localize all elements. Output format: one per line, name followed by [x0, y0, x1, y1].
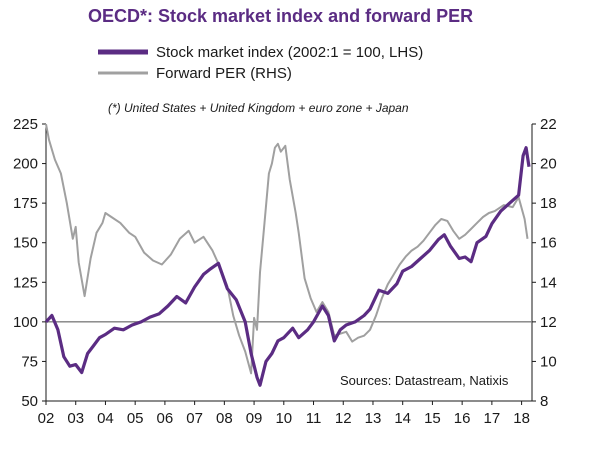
y-right-tick-label: 12: [540, 314, 557, 331]
y-right-tick-label: 18: [540, 195, 557, 212]
legend-label-stock: Stock market index (2002:1 = 100, LHS): [156, 44, 423, 61]
x-tick-label: 17: [484, 410, 501, 427]
x-tick-label: 09: [246, 410, 263, 427]
chart-subtitle: (*) United States + United Kingdom + eur…: [108, 101, 409, 115]
x-tick-label: 02: [38, 410, 55, 427]
series-line-forward-per: [45, 123, 529, 375]
legend-label-per: Forward PER (RHS): [156, 65, 292, 82]
y-left-tick-label: 200: [13, 156, 38, 173]
y-right-tick-label: 14: [540, 274, 557, 291]
y-left-tick-label: 50: [21, 393, 38, 410]
x-tick-label: 04: [97, 410, 114, 427]
chart-title: OECD*: Stock market index and forward PE…: [88, 6, 473, 26]
y-left-tick-label: 225: [13, 116, 38, 133]
x-tick-label: 05: [127, 410, 144, 427]
x-tick-label: 11: [306, 410, 322, 427]
x-tick-label: 18: [513, 410, 530, 427]
y-left-tick-label: 75: [21, 353, 38, 370]
x-tick-label: 14: [394, 410, 411, 427]
series-line-stock-index: [44, 146, 531, 387]
y-left-tick-label: 150: [13, 235, 38, 252]
y-right-tick-label: 22: [540, 116, 557, 133]
legend: Stock market index (2002:1 = 100, LHS) F…: [98, 44, 423, 82]
axes: 50 75 100 125 150 175 200 225 8 10 12 14 16 18 20 22 02 0…: [13, 116, 557, 427]
x-tick-label: 16: [454, 410, 471, 427]
x-tick-label: 15: [424, 410, 441, 427]
x-tick-label: 10: [275, 410, 292, 427]
y-left-tick-label: 100: [13, 314, 38, 331]
y-right-tick-label: 10: [540, 353, 557, 370]
x-tick-label: 03: [67, 410, 84, 427]
x-tick-label: 06: [157, 410, 174, 427]
y-right-tick-label: 8: [540, 393, 548, 410]
x-tick-label: 07: [186, 410, 203, 427]
x-tick-label: 12: [335, 410, 352, 427]
x-tick-label: 08: [216, 410, 233, 427]
plot-area: [44, 123, 532, 387]
y-left-tick-label: 175: [13, 195, 38, 212]
y-left-tick-label: 125: [13, 274, 38, 291]
y-right-tick-label: 20: [540, 156, 557, 173]
y-right-tick-label: 16: [540, 235, 557, 252]
x-tick-label: 13: [365, 410, 382, 427]
source-note: Sources: Datastream, Natixis: [340, 373, 509, 388]
